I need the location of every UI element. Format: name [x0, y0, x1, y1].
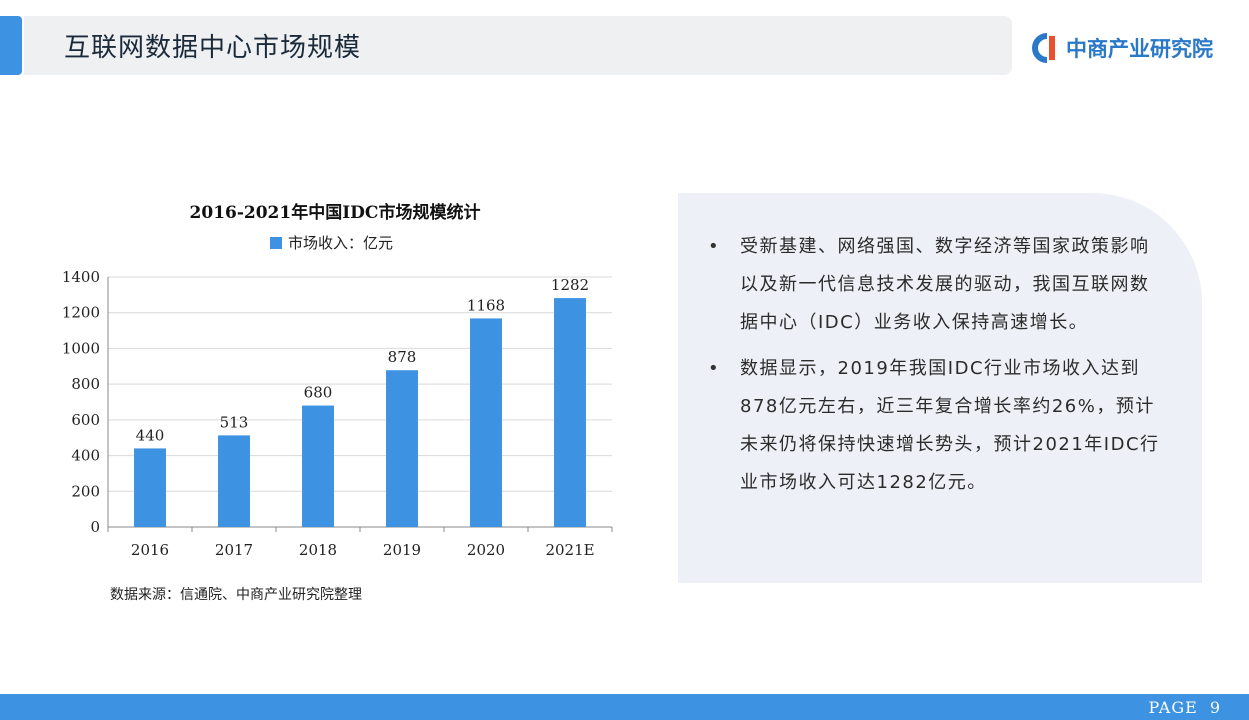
- brand-logo: 中商产业研究院: [1032, 32, 1213, 64]
- y-tick-label: 0: [90, 518, 100, 536]
- logo-icon: [1032, 33, 1062, 63]
- x-tick-label: 2017: [215, 541, 253, 559]
- x-tick-label: 2018: [299, 541, 337, 559]
- legend-label: 市场收入：亿元: [288, 234, 394, 252]
- bullet-list: • 受新基建、网络强国、数字经济等国家政策影响以及新一代信息技术发展的驱动，我国…: [708, 228, 1168, 510]
- bar: [470, 318, 502, 527]
- page-number: 9: [1209, 698, 1221, 717]
- logo-text: 中商产业研究院: [1066, 37, 1213, 61]
- data-label: 513: [220, 413, 249, 431]
- bar: [134, 448, 166, 527]
- x-tick-label: 2021E: [545, 541, 594, 559]
- y-tick-label: 200: [71, 482, 100, 500]
- chart-title: 2016-2021年中国IDC市场规模统计: [189, 203, 481, 223]
- data-label: 1282: [551, 276, 589, 294]
- chart-legend: 市场收入：亿元: [270, 232, 393, 253]
- page-indicator: PAGE 9: [1137, 698, 1222, 717]
- y-tick-label: 800: [71, 375, 100, 393]
- bar: [302, 405, 334, 527]
- source-note: 数据来源：信通院、中商产业研究院整理: [110, 587, 362, 603]
- data-label: 680: [304, 384, 333, 402]
- data-label: 878: [388, 348, 417, 366]
- y-tick-label: 1400: [62, 268, 100, 286]
- x-tick-label: 2019: [383, 541, 421, 559]
- footer-bar: [0, 694, 1249, 720]
- y-tick-label: 600: [71, 411, 100, 429]
- bar-chart: 0 200 400 600 800 1000 1200 1400 440 2016 513 2017 6…: [62, 268, 613, 559]
- bar: [554, 298, 586, 527]
- data-label: 440: [136, 426, 165, 444]
- summary-panel: [678, 193, 1202, 583]
- bullet-text: 数据显示，2019年我国IDC行业市场收入达到878亿元左右，近三年复合增长率约…: [740, 358, 1160, 493]
- bullet-dot: •: [708, 358, 719, 379]
- x-tick-label: 2020: [467, 541, 505, 559]
- page-title: 互联网数据中心市场规模: [64, 33, 362, 63]
- y-tick-label: 1200: [62, 304, 100, 322]
- x-tick-label: 2016: [131, 541, 169, 559]
- legend-swatch: [270, 236, 282, 249]
- data-label: 1168: [467, 296, 505, 314]
- bullet-dot: •: [708, 236, 719, 257]
- header-accent: [0, 16, 22, 75]
- y-tick-label: 1000: [62, 339, 100, 357]
- bullet-item: • 数据显示，2019年我国IDC行业市场收入达到878亿元左右，近三年复合增长…: [708, 350, 1168, 502]
- bullet-item: • 受新基建、网络强国、数字经济等国家政策影响以及新一代信息技术发展的驱动，我国…: [708, 228, 1168, 342]
- header-bar: [24, 16, 1012, 75]
- bullet-text: 受新基建、网络强国、数字经济等国家政策影响以及新一代信息技术发展的驱动，我国互联…: [740, 236, 1150, 333]
- y-tick-label: 400: [71, 447, 100, 465]
- bar: [386, 370, 418, 527]
- page-label: PAGE: [1148, 698, 1198, 717]
- bar: [218, 435, 250, 527]
